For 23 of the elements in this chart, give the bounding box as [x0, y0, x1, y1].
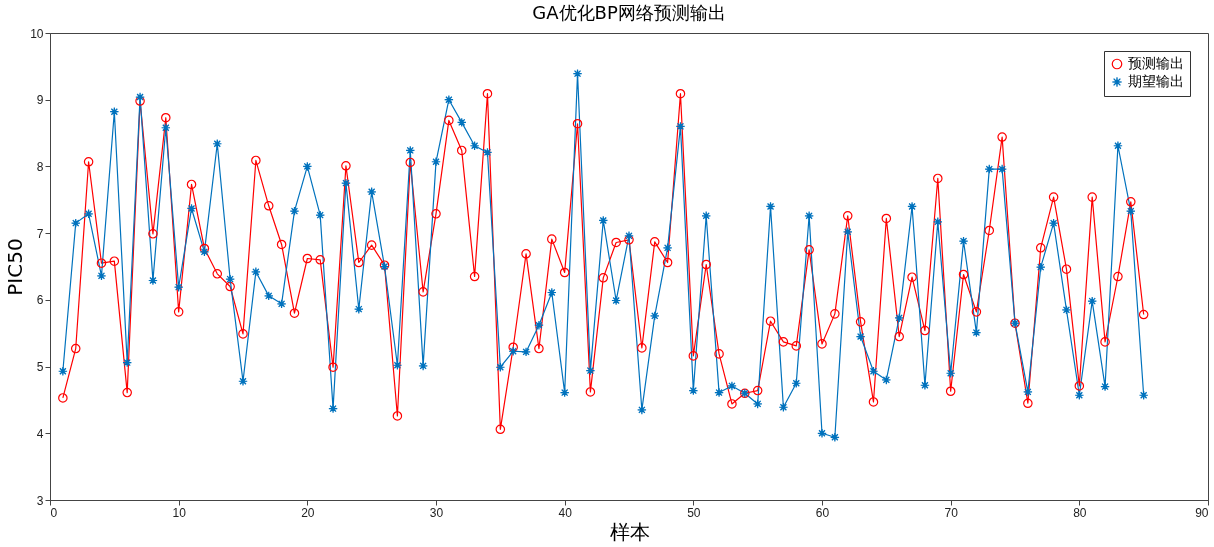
y-tick-label: 8 [36, 159, 44, 174]
x-tick-label: 30 [429, 505, 444, 520]
x-tick-label: 40 [558, 505, 573, 520]
y-tick-label: 6 [36, 293, 44, 308]
y-axis-title: PIC50 [3, 238, 28, 296]
x-tick-label: 10 [172, 505, 187, 520]
chart-title: GA优化BP网络预测输出 [532, 2, 726, 23]
legend-label: 预测输出 [1128, 55, 1184, 71]
y-tick-label: 3 [36, 493, 44, 508]
y-tick-label: 10 [30, 26, 44, 41]
x-tick-label: 80 [1073, 505, 1087, 520]
y-tick-label: 4 [36, 426, 44, 441]
x-tick-label: 70 [944, 505, 959, 520]
y-tick-label: 5 [36, 360, 44, 375]
x-tick-label: 90 [1195, 505, 1209, 520]
y-tick-label: 9 [36, 93, 44, 108]
x-tick-label: 0 [50, 505, 58, 520]
x-tick-label: 20 [301, 505, 315, 520]
x-axis-title: 样本 [609, 519, 650, 544]
x-tick-label: 60 [815, 505, 830, 520]
legend-label: 期望输出 [1128, 73, 1184, 89]
x-tick-label: 50 [687, 505, 701, 520]
y-tick-label: 7 [36, 226, 44, 241]
